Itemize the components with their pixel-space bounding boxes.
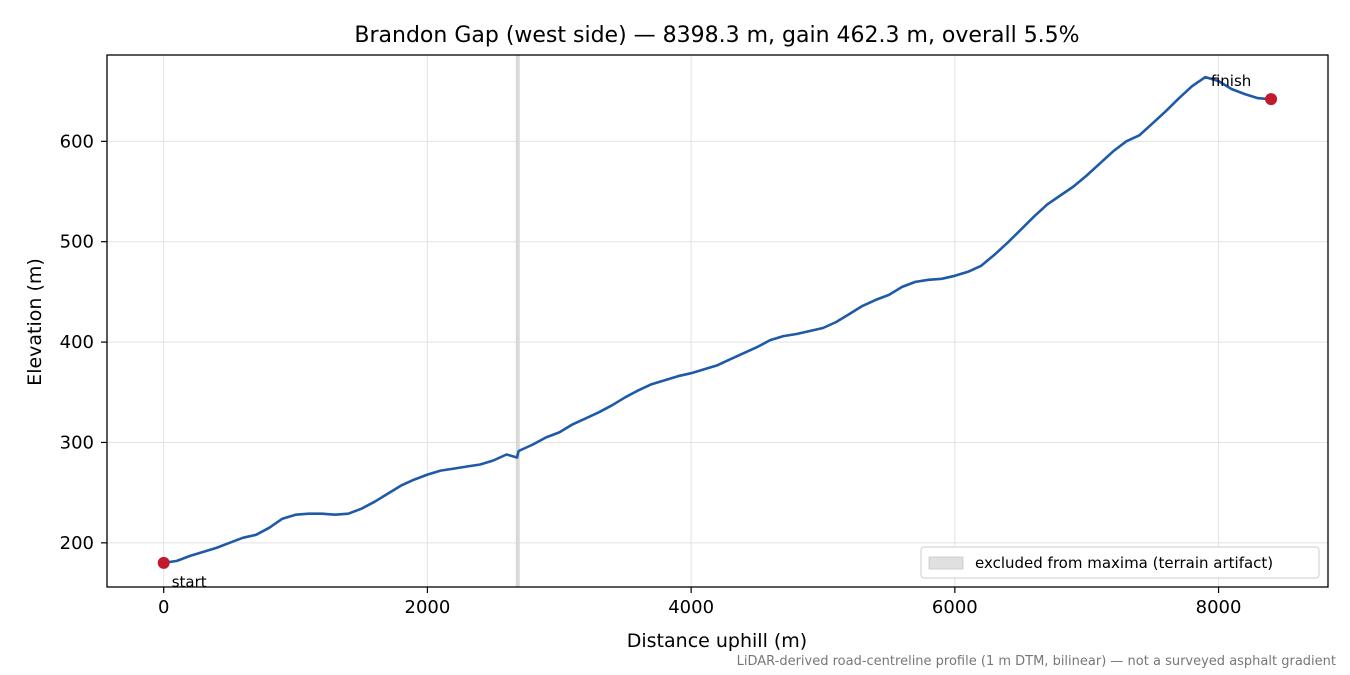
footnote: LiDAR-derived road-centreline profile (1… [737,654,1336,669]
x-tick-label: 4000 [668,597,714,618]
elevation-line [163,75,1272,565]
start-marker [157,556,170,569]
vertical-gridlines [163,55,1220,587]
chart-title: Brandon Gap (west side) — 8398.3 m, gain… [354,23,1079,48]
excluded-band [515,55,520,587]
start-label: start [172,573,207,591]
legend-entry-excluded: excluded from maxima (terrain artifact) [975,554,1273,572]
x-tick-label: 0 [158,597,169,618]
horizontal-gridlines [107,140,1328,544]
y-tick-label: 600 [60,131,94,152]
y-tick-label: 500 [60,232,94,253]
plot-area: start finish [107,55,1328,591]
x-tick-label: 8000 [1196,597,1242,618]
finish-marker [1265,93,1278,106]
y-tick-label: 400 [60,332,94,353]
finish-label: finish [1211,72,1251,90]
plot-frame [106,54,1329,588]
y-tick-label: 200 [60,533,94,554]
x-tick-label: 6000 [932,597,978,618]
legend-box [920,546,1320,579]
x-tick-label: 2000 [405,597,451,618]
x-axis-label: Distance uphill (m) [627,630,807,652]
y-tick-label: 300 [60,432,94,453]
x-axis-ticks: 0 2000 4000 6000 8000 [158,587,1241,618]
y-axis-ticks: 200 300 400 500 600 [60,131,107,554]
y-axis-label: Elevation (m) [24,258,46,386]
legend-swatch [928,556,964,570]
legend: excluded from maxima (terrain artifact) [920,546,1320,579]
